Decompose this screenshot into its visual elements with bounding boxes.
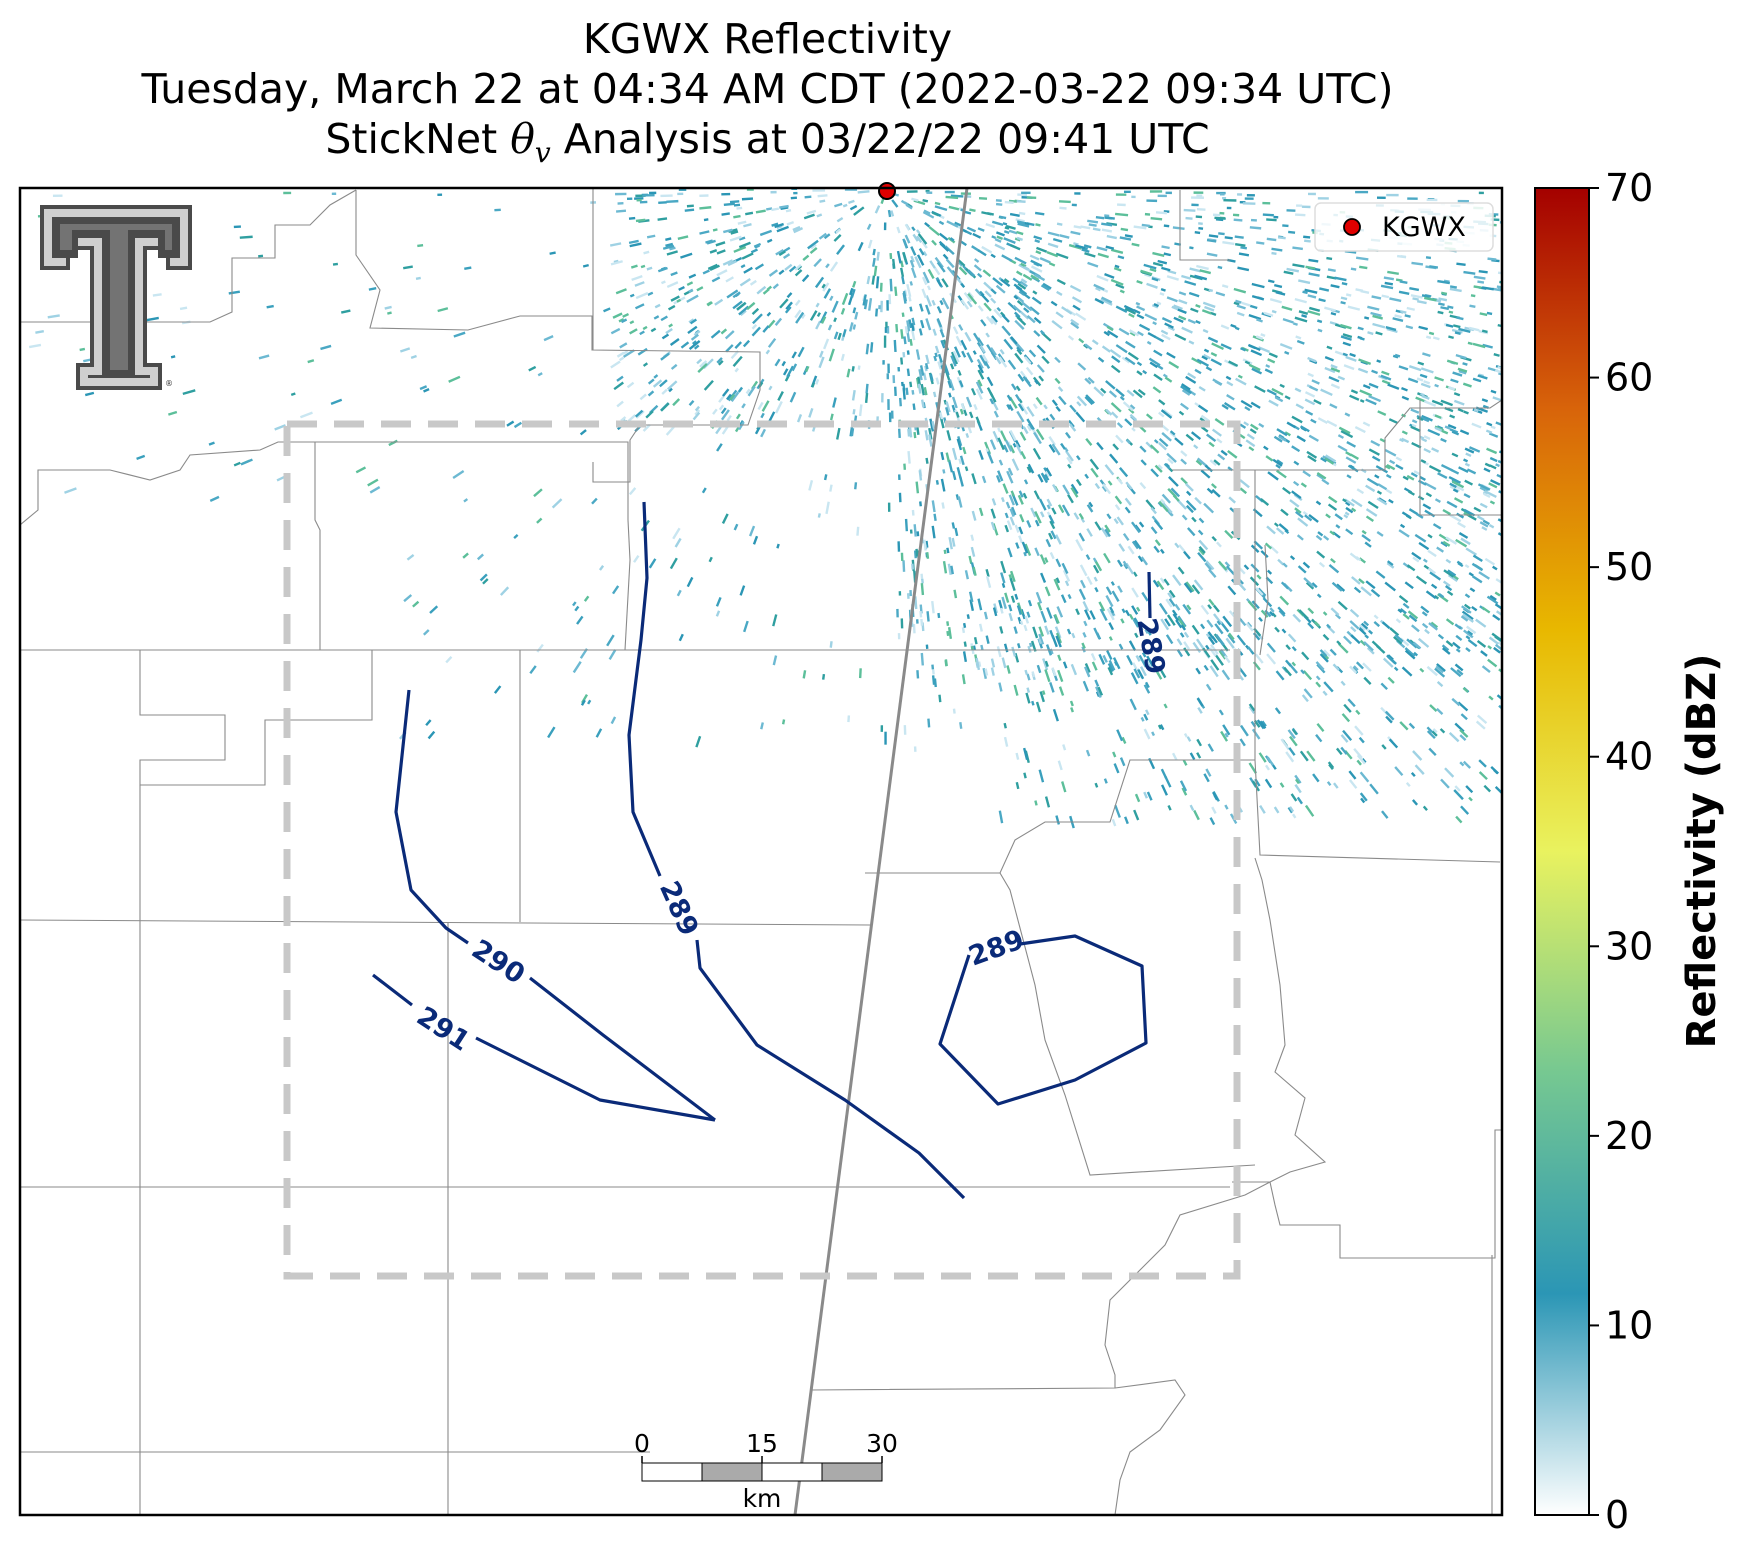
- title-line-3-prefix: StickNet: [325, 115, 511, 163]
- colorbar-tick-label: 20: [1605, 1114, 1653, 1158]
- scale-unit: km: [743, 1484, 782, 1513]
- colorbar-tick-label: 10: [1605, 1303, 1653, 1347]
- contour-289-ring: [938, 934, 1148, 1106]
- radar-site-marker: [878, 182, 896, 200]
- contour-289-left: [627, 501, 966, 1200]
- contour-290: [394, 689, 716, 1122]
- scale-bar: 0 15 30 km: [634, 1429, 898, 1513]
- scale-tick-15: 15: [746, 1429, 778, 1458]
- map-frame: [18, 186, 1504, 1517]
- title-line-1: KGWX Reflectivity: [582, 15, 953, 63]
- colorbar-tick-label: 60: [1605, 356, 1653, 400]
- contour-291: [372, 973, 716, 1122]
- scale-tick-30: 30: [866, 1429, 898, 1458]
- contour-289-right: [1147, 571, 1152, 619]
- title-line-2: Tuesday, March 22 at 04:34 AM CDT (2022-…: [141, 65, 1394, 113]
- legend-marker-kgwx: [1343, 218, 1361, 236]
- title-line-3: StickNet θv Analysis at 03/22/22 09:41 U…: [0, 114, 1535, 178]
- highway-line: [793, 188, 969, 1515]
- colorbar-tick-label: 70: [1605, 166, 1653, 210]
- legend: KGWX: [1314, 202, 1494, 252]
- scale-tick-0: 0: [634, 1429, 650, 1458]
- map-panel: [20, 188, 1502, 1515]
- colorbar-ticks: 0 10 20 30 40 50 60 70: [1589, 166, 1653, 1537]
- colorbar-label: Reflectivity (dBZ): [1679, 654, 1725, 1049]
- title-line-3-suffix: Analysis at 03/22/22 09:41 UTC: [550, 115, 1210, 163]
- figure-title: KGWX Reflectivity Tuesday, March 22 at 0…: [0, 14, 1535, 178]
- analysis-domain-box: [283, 420, 1241, 1280]
- colorbar-tick-label: 30: [1605, 924, 1653, 968]
- colorbar-tick-label: 50: [1605, 545, 1653, 589]
- colorbar-tick-label: 40: [1605, 735, 1653, 779]
- legend-label-kgwx: KGWX: [1382, 212, 1466, 243]
- texas-tech-logo: ®: [40, 205, 192, 390]
- theta-subscript: v: [534, 136, 551, 170]
- county-boundaries: [20, 188, 1502, 1515]
- svg-text:®: ®: [165, 379, 173, 388]
- theta-symbol: θ: [510, 115, 535, 163]
- colorbar: 0 10 20 30 40 50 60 70 Reflectivity (dBZ): [1534, 166, 1725, 1537]
- reflectivity-echoes: [28, 188, 1502, 829]
- colorbar-gradient: [1534, 187, 1590, 1516]
- colorbar-tick-label: 0: [1605, 1493, 1629, 1537]
- theta-v-contours: [372, 501, 1152, 1200]
